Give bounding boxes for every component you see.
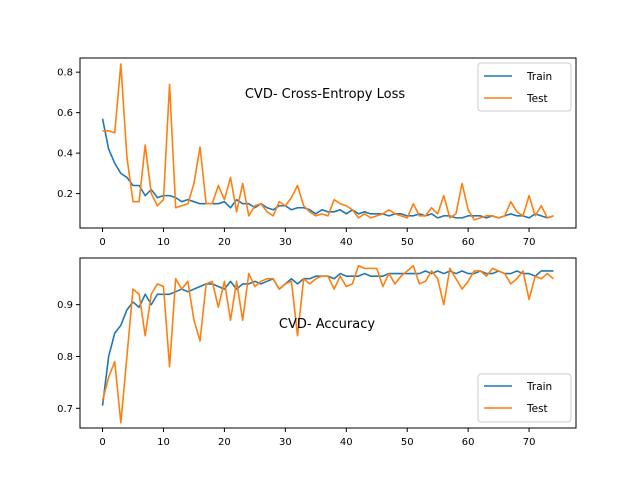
accuracy-legend-test-label: Test [526,403,548,415]
loss-x-tick-label: 40 [340,237,353,248]
loss-legend-box [477,62,572,112]
accuracy-x-tick-label: 0 [99,437,105,448]
accuracy-y-tick-label: 0.9 [57,300,73,311]
loss-x-tick-label: 70 [523,237,536,248]
loss-x-tick-label: 60 [462,237,475,248]
accuracy-legend: Train Test [477,373,572,423]
loss-train-line [101,118,554,219]
loss-plot-frame [79,57,577,229]
accuracy-chart-title: CVD- Accuracy [279,317,375,332]
loss-chart-title: CVD- Cross-Entropy Loss [245,87,406,102]
accuracy-chart: 0 10 20 30 40 50 60 70 0.70.80.9 CVD- Accuracy … [57,257,577,448]
loss-x-tick-label: 10 [157,237,170,248]
accuracy-x-tick-label: 50 [401,437,414,448]
loss-test-line [102,63,554,221]
accuracy-legend-box [477,373,572,423]
accuracy-y-tick-label: 0.8 [57,352,73,363]
accuracy-y-tick-label: 0.7 [57,404,73,415]
accuracy-legend-train-label: Train [526,381,552,393]
loss-legend-train-label: Train [526,71,552,83]
loss-chart: 0 10 20 30 40 50 60 70 0.2 0.4 0.6 0.8 CVD- Cross-… [57,57,577,248]
accuracy-x-tick-label: 30 [279,437,292,448]
accuracy-x-tick-label: 70 [523,437,536,448]
accuracy-x-tick-label: 20 [218,437,231,448]
loss-x-tick-label: 0 [99,237,105,248]
loss-legend-test-label: Test [526,93,548,105]
accuracy-x-tick-label: 10 [157,437,170,448]
loss-y-tick-label: 0.8 [57,68,73,79]
accuracy-test-line [101,264,554,424]
accuracy-x-tick-label: 60 [462,437,475,448]
accuracy-plot-frame [79,257,577,429]
loss-y-tick-label: 0.4 [57,149,73,160]
loss-x-tick-label: 30 [279,237,292,248]
loss-x-tick-label: 50 [401,237,414,248]
loss-y-tick-label: 0.2 [57,189,73,200]
loss-x-tick-label: 20 [218,237,231,248]
loss-y-tick-label: 0.6 [57,108,73,119]
accuracy-x-tick-label: 40 [340,437,353,448]
loss-legend: Train Test [477,62,572,112]
